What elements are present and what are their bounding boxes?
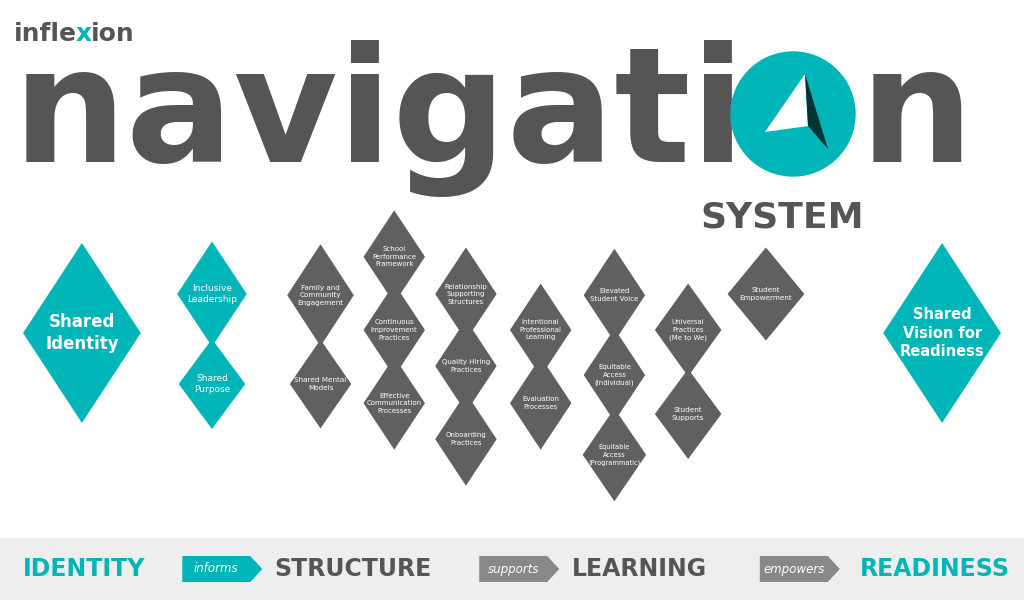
Text: Family and
Community
Engagement: Family and Community Engagement [297,284,344,305]
Text: ion: ion [91,22,135,46]
Polygon shape [364,356,425,450]
Polygon shape [364,283,425,377]
Text: Shared
Purpose: Shared Purpose [194,374,230,394]
Text: Inclusive
Leadership: Inclusive Leadership [187,284,237,304]
Text: Shared
Vision for
Readiness: Shared Vision for Readiness [900,307,984,359]
Text: navigati: navigati [13,40,746,197]
Text: Elevated
Student Voice: Elevated Student Voice [590,289,639,302]
Text: STRUCTURE: STRUCTURE [274,557,432,581]
Polygon shape [435,247,497,340]
Polygon shape [435,392,497,486]
Text: Student
Empowerment: Student Empowerment [739,287,793,301]
Text: Equitable
Access
(Individual): Equitable Access (Individual) [595,364,634,386]
Polygon shape [727,247,805,340]
Text: Evaluation
Processes: Evaluation Processes [522,397,559,410]
Text: informs: informs [194,563,239,575]
Polygon shape [584,329,645,421]
Text: Quality Hiring
Practices: Quality Hiring Practices [441,359,490,373]
Text: School
Performance
Framework: School Performance Framework [372,246,417,268]
Text: Intentional
Professional
Learning: Intentional Professional Learning [519,319,562,340]
Text: infle: infle [14,22,77,46]
Text: empowers: empowers [763,563,824,575]
Text: Equitable
Access
(Programmatic): Equitable Access (Programmatic) [588,444,641,466]
Text: Relationship
Supporting
Structures: Relationship Supporting Structures [444,283,487,304]
Polygon shape [510,283,571,377]
Text: Shared
Identity: Shared Identity [45,313,119,353]
Text: supports: supports [487,563,539,575]
Polygon shape [765,74,808,132]
Text: Continuous
Improvement
Practices: Continuous Improvement Practices [371,319,418,340]
FancyBboxPatch shape [0,538,1024,600]
Circle shape [731,52,855,176]
Polygon shape [177,241,247,346]
Polygon shape [23,243,141,423]
Polygon shape [805,74,828,149]
Text: x: x [76,22,92,46]
Polygon shape [479,556,559,582]
Polygon shape [584,248,645,341]
Polygon shape [364,210,425,304]
Polygon shape [883,243,1001,423]
Text: n: n [860,40,974,195]
Text: LEARNING: LEARNING [571,557,707,581]
Polygon shape [287,244,354,346]
Polygon shape [583,408,646,502]
Text: READINESS: READINESS [860,557,1010,581]
Text: Shared Mental
Models: Shared Mental Models [294,377,347,391]
Text: SYSTEM: SYSTEM [700,200,863,234]
Text: Onboarding
Practices: Onboarding Practices [445,433,486,446]
Polygon shape [290,340,351,428]
Polygon shape [182,556,262,582]
Text: Student
Supports: Student Supports [672,407,705,421]
Polygon shape [655,369,721,459]
Text: IDENTITY: IDENTITY [23,557,145,581]
Polygon shape [178,339,246,429]
Polygon shape [760,556,840,582]
Polygon shape [510,356,571,450]
Text: Universal
Practices
(Me to We): Universal Practices (Me to We) [669,319,708,341]
Polygon shape [435,319,497,413]
Text: Effective
Communication
Processes: Effective Communication Processes [367,392,422,414]
Polygon shape [655,283,721,377]
